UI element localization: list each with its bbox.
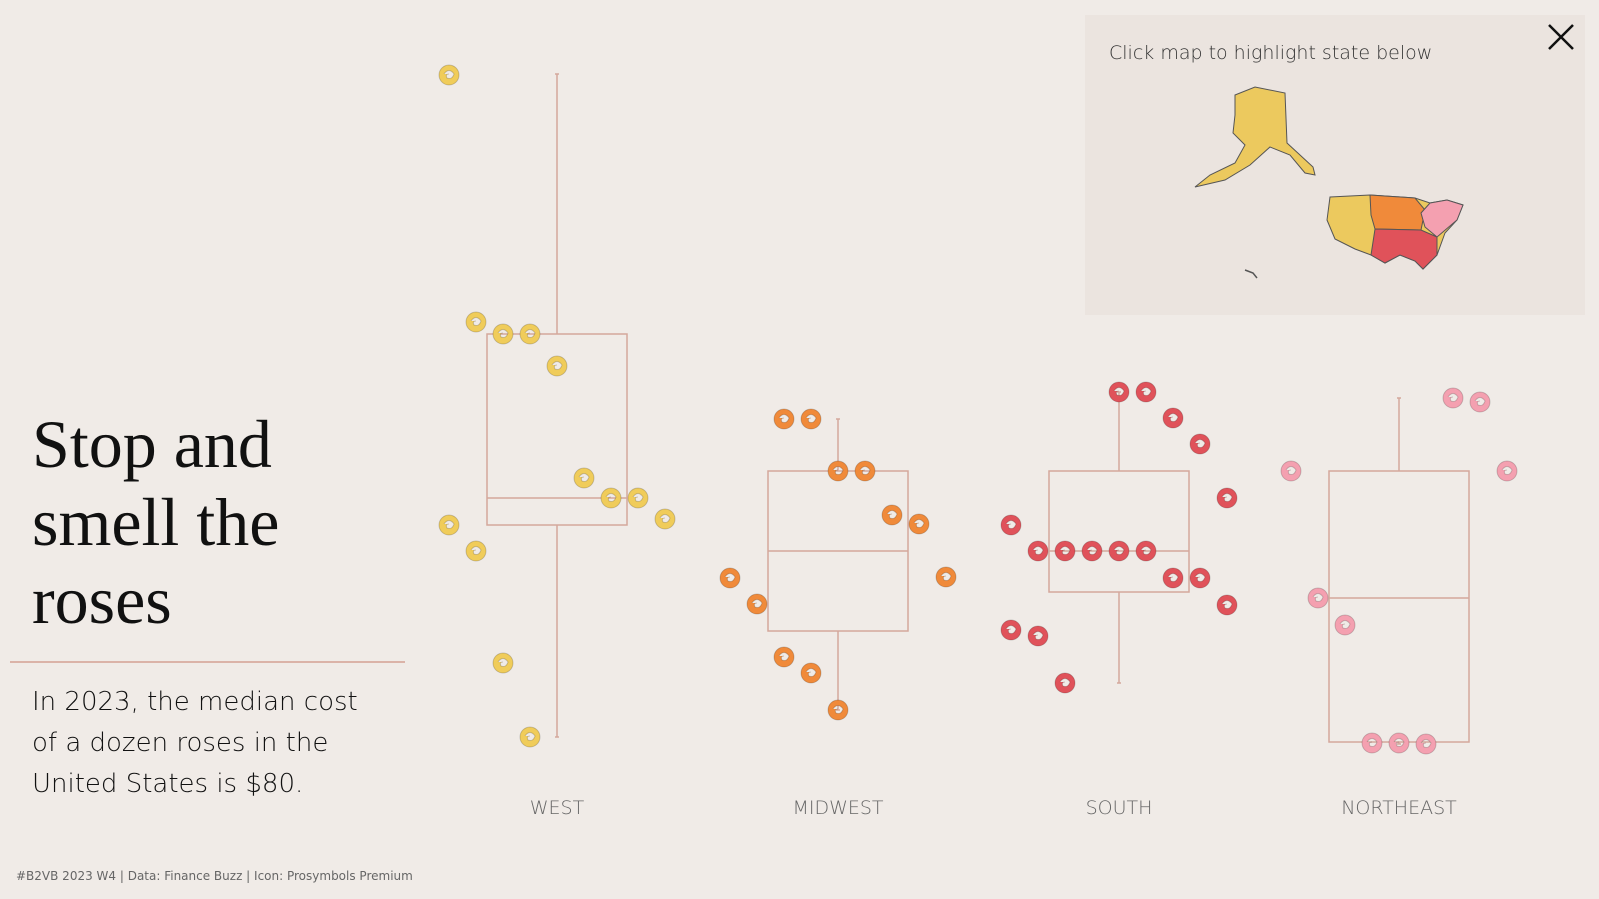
rose-point (1108, 381, 1130, 403)
rose-point (1307, 587, 1329, 609)
rose-point (627, 487, 649, 509)
rose-point (881, 504, 903, 526)
rose-point (1054, 540, 1076, 562)
rose-point (1189, 433, 1211, 455)
rose-point (1000, 619, 1022, 641)
rose-point (438, 64, 460, 86)
rose-point (1135, 540, 1157, 562)
map-hawaii[interactable] (1244, 269, 1258, 279)
rose-point (519, 323, 541, 345)
rose-point (800, 408, 822, 430)
rose-point (600, 487, 622, 509)
source-note: #B2VB 2023 W4 | Data: Finance Buzz | Ico… (16, 869, 413, 883)
rose-point (573, 467, 595, 489)
rose-point (1189, 567, 1211, 589)
rose-point (1162, 567, 1184, 589)
rose-point (1334, 614, 1356, 636)
box (1328, 470, 1470, 743)
rose-point (1415, 733, 1437, 755)
box (1048, 470, 1190, 593)
rose-point (519, 726, 541, 748)
rose-point (1027, 540, 1049, 562)
map-south[interactable] (1370, 228, 1438, 270)
rose-point (719, 567, 741, 589)
x-tick-label: MIDWEST (792, 797, 883, 819)
rose-point (773, 408, 795, 430)
rose-point (1280, 460, 1302, 482)
rose-point (465, 540, 487, 562)
divider (10, 661, 405, 663)
rose-point (1000, 514, 1022, 536)
rose-point (1108, 540, 1130, 562)
rose-point (1496, 460, 1518, 482)
subtitle: In 2023, the median cost of a dozen rose… (32, 687, 358, 799)
rose-point (1081, 540, 1103, 562)
map-northeast[interactable] (1420, 199, 1464, 238)
close-icon[interactable] (1548, 24, 1574, 50)
rose-point (465, 311, 487, 333)
rose-point (800, 662, 822, 684)
rose-point (654, 508, 676, 530)
rose-point (1469, 391, 1491, 413)
rose-point (1216, 594, 1238, 616)
x-tick-label: NORTHEAST (1341, 797, 1457, 819)
rose-point (1442, 387, 1464, 409)
map-panel: Click map to highlight state below (1085, 15, 1585, 315)
box (486, 333, 628, 526)
rose-point (1027, 625, 1049, 647)
x-tick-label: WEST (530, 797, 585, 819)
rose-point (1162, 407, 1184, 429)
rose-point (1388, 732, 1410, 754)
rose-point (908, 513, 930, 535)
map-instruction: Click map to highlight state below (1109, 42, 1433, 64)
rose-point (492, 323, 514, 345)
rose-point (935, 566, 957, 588)
rose-point (773, 646, 795, 668)
rose-point (746, 593, 768, 615)
rose-point (827, 699, 849, 721)
rose-point (1216, 487, 1238, 509)
rose-point (438, 514, 460, 536)
title: Stop and smell the roses (32, 406, 280, 638)
us-map[interactable] (1085, 15, 1585, 315)
map-alaska[interactable] (1194, 86, 1316, 188)
rose-point (492, 652, 514, 674)
rose-point (546, 355, 568, 377)
close-button[interactable] (1544, 20, 1578, 54)
rose-point (827, 460, 849, 482)
rose-point (854, 460, 876, 482)
map-midwest[interactable] (1369, 194, 1426, 231)
x-tick-label: SOUTH (1086, 797, 1153, 819)
rose-point (1361, 732, 1383, 754)
rose-point (1054, 672, 1076, 694)
rose-point (1135, 381, 1157, 403)
